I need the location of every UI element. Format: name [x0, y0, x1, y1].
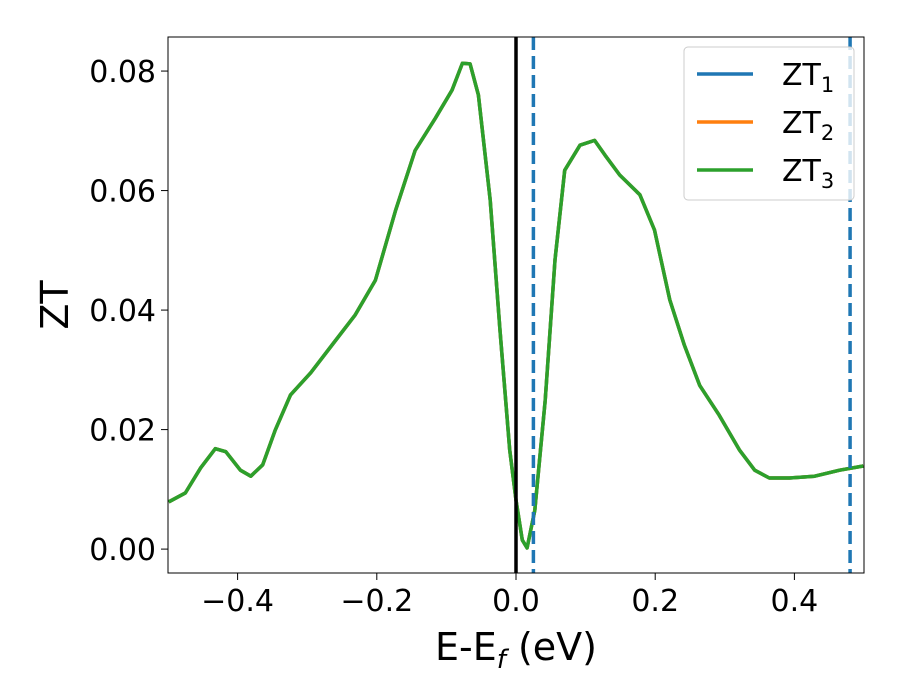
- x-axis-label: E-Ef (eV): [435, 625, 597, 675]
- x-tick-label: −0.2: [340, 584, 413, 619]
- legend: ZT1 ZT2 ZT3: [683, 46, 855, 201]
- x-tick-label: 0.0: [492, 584, 540, 619]
- series-line-3: [168, 61, 864, 550]
- y-tick-label: 0.06: [89, 175, 156, 210]
- legend-label-3: ZT3: [782, 154, 834, 193]
- y-tick-label: 0.08: [89, 55, 156, 90]
- y-tick-label: 0.02: [89, 414, 156, 449]
- x-tick-label: 0.2: [631, 584, 679, 619]
- legend-label-2: ZT2: [782, 106, 834, 145]
- x-tick-label: 0.4: [771, 584, 819, 619]
- series-group: [168, 37, 864, 573]
- x-axis: −0.4 −0.2 0.0 0.2 0.4: [201, 573, 818, 619]
- y-tick-label: 0.04: [89, 294, 156, 329]
- y-axis-label: ZT: [33, 280, 77, 330]
- x-tick-label: −0.4: [201, 584, 274, 619]
- plot-area: [168, 37, 864, 573]
- y-tick-label: 0.00: [89, 533, 156, 568]
- y-axis: 0.00 0.02 0.04 0.06 0.08: [89, 55, 168, 568]
- legend-box: [683, 46, 855, 201]
- legend-label-1: ZT1: [782, 58, 834, 97]
